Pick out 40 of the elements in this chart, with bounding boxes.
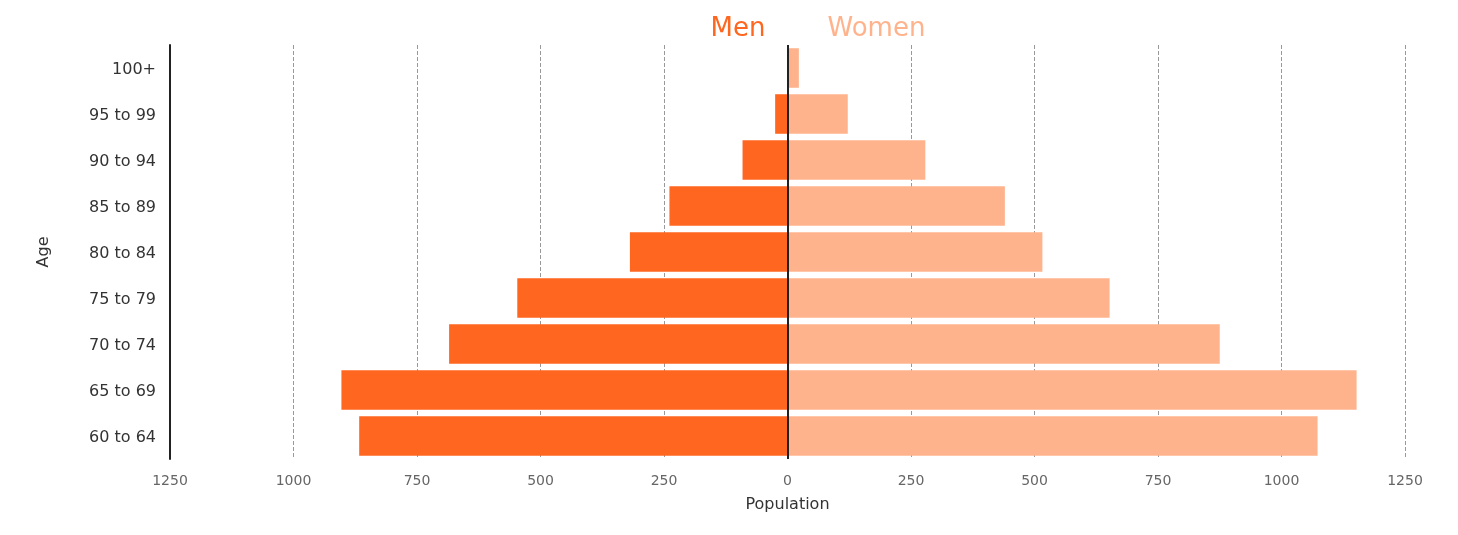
- y-tick-label: 80 to 84: [89, 242, 156, 262]
- bar: [787, 278, 1110, 318]
- y-tick-label: 70 to 74: [89, 334, 156, 354]
- bar: [787, 416, 1318, 456]
- y-axis-title: Age: [32, 236, 52, 268]
- x-tick-label: 750: [1144, 472, 1172, 488]
- y-tick-label: 75 to 79: [89, 288, 156, 308]
- bar: [629, 232, 788, 272]
- y-tick-label: 90 to 94: [89, 150, 156, 170]
- y-tick-label: 65 to 69: [89, 380, 156, 400]
- bar: [787, 140, 926, 180]
- bar: [775, 94, 788, 134]
- x-tick-label: 1250: [152, 472, 188, 488]
- x-tick-label: 0: [783, 472, 792, 488]
- x-tick-label: 750: [403, 472, 431, 488]
- bar: [517, 278, 788, 318]
- bar: [341, 370, 788, 410]
- x-tick-label: 1000: [1263, 472, 1300, 488]
- y-tick-label: 95 to 99: [89, 104, 156, 124]
- x-tick-label: 500: [527, 472, 554, 488]
- bar: [669, 186, 788, 226]
- x-tick-label: 500: [1021, 472, 1048, 488]
- x-tick-label: 1000: [275, 472, 312, 488]
- bar: [787, 94, 848, 134]
- y-tick-label: 85 to 89: [89, 196, 156, 216]
- bar: [787, 232, 1043, 272]
- y-tick-label: 60 to 64: [89, 426, 156, 446]
- y-tick-label: 100+: [112, 58, 156, 78]
- bar: [359, 416, 788, 456]
- x-tick-label: 250: [650, 472, 678, 488]
- series-label: Women: [827, 12, 926, 42]
- bar: [449, 324, 788, 364]
- x-tick-label: 250: [897, 472, 925, 488]
- x-tick-label: 1250: [1387, 472, 1423, 488]
- x-axis-title: Population: [745, 493, 830, 513]
- bar: [787, 186, 1005, 226]
- text: Men: [710, 12, 766, 42]
- bar: [742, 140, 788, 180]
- bar: [787, 324, 1220, 364]
- bar: [787, 370, 1357, 410]
